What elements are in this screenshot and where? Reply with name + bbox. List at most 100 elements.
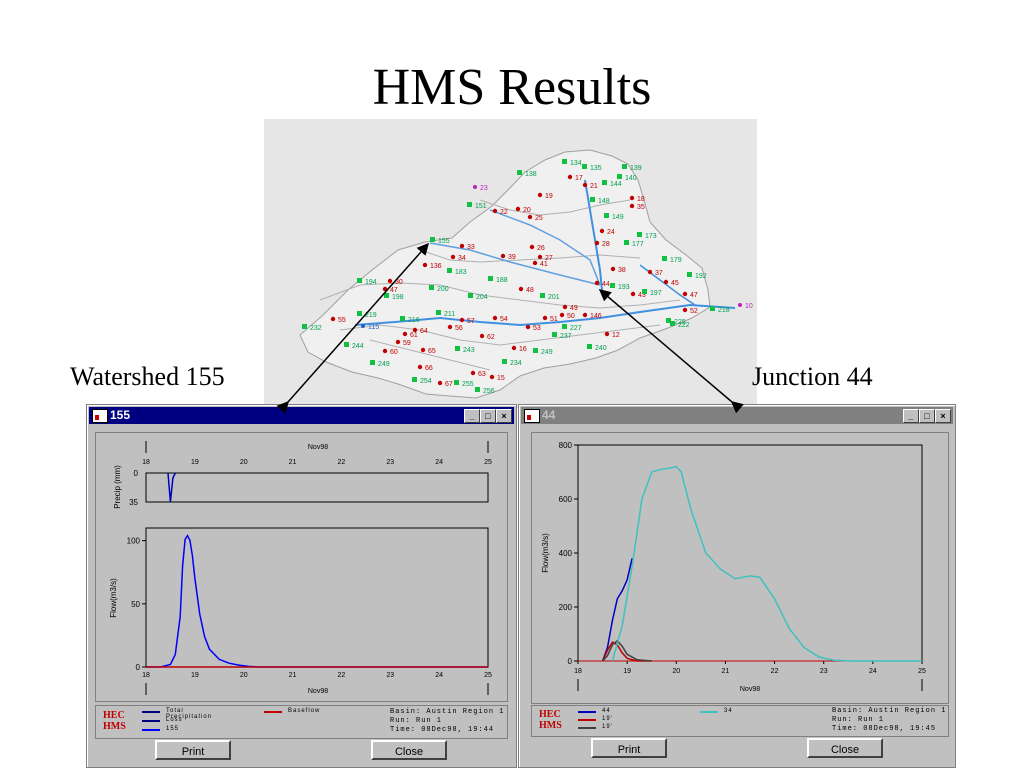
junction-marker xyxy=(395,339,401,345)
map-node-label: 44 xyxy=(602,281,610,288)
subbasin-marker xyxy=(468,293,473,298)
node-marker xyxy=(361,324,365,328)
map-node-label: 28 xyxy=(602,241,610,248)
x-tick-label: 21 xyxy=(289,672,297,679)
junction-marker xyxy=(387,278,393,284)
hec-hms-logo: HEC HMS xyxy=(539,709,562,731)
map-node-label: 55 xyxy=(338,317,346,324)
hydrograph-chart-44: Flow(m3/s) 0 200 400 600 800 18 19 20 21 22 23 24 2… xyxy=(541,441,926,693)
junction-marker xyxy=(492,315,498,321)
subbasin-marker xyxy=(429,285,434,290)
hydrograph-window-44: 44 _ □ × Flow(m3/s) 0 200 400 600 800 18 19 20… xyxy=(518,404,956,768)
map-node-label: 193 xyxy=(618,284,630,291)
subbasin-marker xyxy=(475,387,480,392)
map-node-label: 53 xyxy=(533,325,541,332)
map-node-label: 179 xyxy=(670,257,682,264)
minimize-button[interactable]: _ xyxy=(903,409,919,423)
subbasin-marker xyxy=(602,180,607,185)
print-button[interactable]: Print xyxy=(591,738,667,758)
hydrograph-window-155: 155 _ □ × Nov98 18 19 20 21 22 23 24 25 Precip … xyxy=(86,404,517,768)
map-node-label: 256 xyxy=(483,388,495,395)
map-node-label: 243 xyxy=(463,347,475,354)
map-node-label: 135 xyxy=(590,165,602,172)
subbasin-marker xyxy=(552,332,557,337)
map-node-label: 20 xyxy=(523,207,531,214)
map-node-label: 62 xyxy=(487,334,495,341)
precip-tick: 35 xyxy=(129,498,138,507)
junction-marker xyxy=(594,280,600,286)
subbasin-marker xyxy=(610,283,615,288)
map-node-label: 204 xyxy=(476,294,488,301)
minimize-button[interactable]: _ xyxy=(464,409,480,423)
x-tick-label: 22 xyxy=(338,672,346,679)
map-node-label: 155 xyxy=(438,238,450,245)
map-node-label: 140 xyxy=(625,175,637,182)
titlebar-44[interactable]: 44 _ □ × xyxy=(521,407,953,424)
junction-marker xyxy=(518,286,524,292)
close-button[interactable]: Close xyxy=(371,740,447,760)
subbasin-marker xyxy=(430,237,435,242)
hec-text: HEC xyxy=(103,710,125,721)
subbasin-marker xyxy=(590,197,595,202)
subbasin-marker xyxy=(622,164,627,169)
map-node-label: 149 xyxy=(612,214,624,221)
subbasin-marker xyxy=(412,377,417,382)
map-node-label: 67 xyxy=(445,381,453,388)
junction-marker xyxy=(511,345,517,351)
maximize-button[interactable]: □ xyxy=(480,409,496,423)
subbasin-marker xyxy=(344,342,349,347)
map-node-label: 219 xyxy=(365,312,377,319)
map-node-label: 23 xyxy=(480,185,488,192)
map-node-label: 183 xyxy=(455,269,467,276)
junction-marker xyxy=(515,206,521,212)
map-node-label: 16 xyxy=(519,346,527,353)
map-node-label: 10 xyxy=(745,303,753,310)
map-node-label: 39 xyxy=(508,254,516,261)
map-node-label: 27 xyxy=(545,255,553,262)
map-node-label: 35 xyxy=(637,204,645,211)
map-node-label: 54 xyxy=(500,316,508,323)
x-tick-label: 20 xyxy=(240,672,248,679)
junction-marker xyxy=(610,266,616,272)
subbasin-marker xyxy=(400,316,405,321)
x-date-label: Nov98 xyxy=(740,686,760,693)
junction-marker xyxy=(489,374,495,380)
print-button[interactable]: Print xyxy=(155,740,231,760)
close-window-button[interactable]: × xyxy=(496,409,512,423)
node-marker xyxy=(473,185,477,189)
junction-marker xyxy=(447,324,453,330)
map-node-label: 30 xyxy=(395,279,403,286)
map-node-label: 192 xyxy=(695,273,707,280)
y-tick-label: 800 xyxy=(559,441,573,450)
subbasin-marker xyxy=(467,202,472,207)
hms-text: HMS xyxy=(103,721,126,732)
close-button[interactable]: Close xyxy=(807,738,883,758)
junction-marker xyxy=(567,174,573,180)
close-window-button[interactable]: × xyxy=(935,409,951,423)
x-tick-label-top: 25 xyxy=(484,459,492,466)
x-tick-label-top: 18 xyxy=(142,459,150,466)
hydrograph-plot-155: Nov98 18 19 20 21 22 23 24 25 Precip (mm) 0 35 … xyxy=(95,432,508,702)
junction-marker xyxy=(594,240,600,246)
map-node-label: 177 xyxy=(632,241,644,248)
series-line-0 xyxy=(601,558,633,662)
precip-axis-label: Precip (mm) xyxy=(113,465,122,509)
titlebar-155[interactable]: 155 _ □ × xyxy=(89,407,514,424)
map-node-label: 47 xyxy=(390,287,398,294)
junction-marker xyxy=(559,312,565,318)
x-tick-label-top: 24 xyxy=(435,459,443,466)
subbasin-marker xyxy=(357,278,362,283)
junction-marker xyxy=(532,260,538,266)
x-date-label-top: Nov98 xyxy=(308,444,328,451)
junction-marker xyxy=(382,348,388,354)
map-node-label: 194 xyxy=(365,279,377,286)
map-node-label: 244 xyxy=(352,343,364,350)
map-node-label: 218 xyxy=(718,307,730,314)
map-node-label: 57 xyxy=(467,318,475,325)
maximize-button[interactable]: □ xyxy=(919,409,935,423)
x-tick-label: 25 xyxy=(484,672,492,679)
subbasin-marker xyxy=(488,276,493,281)
junction-marker xyxy=(537,192,543,198)
junction-marker xyxy=(330,316,336,322)
